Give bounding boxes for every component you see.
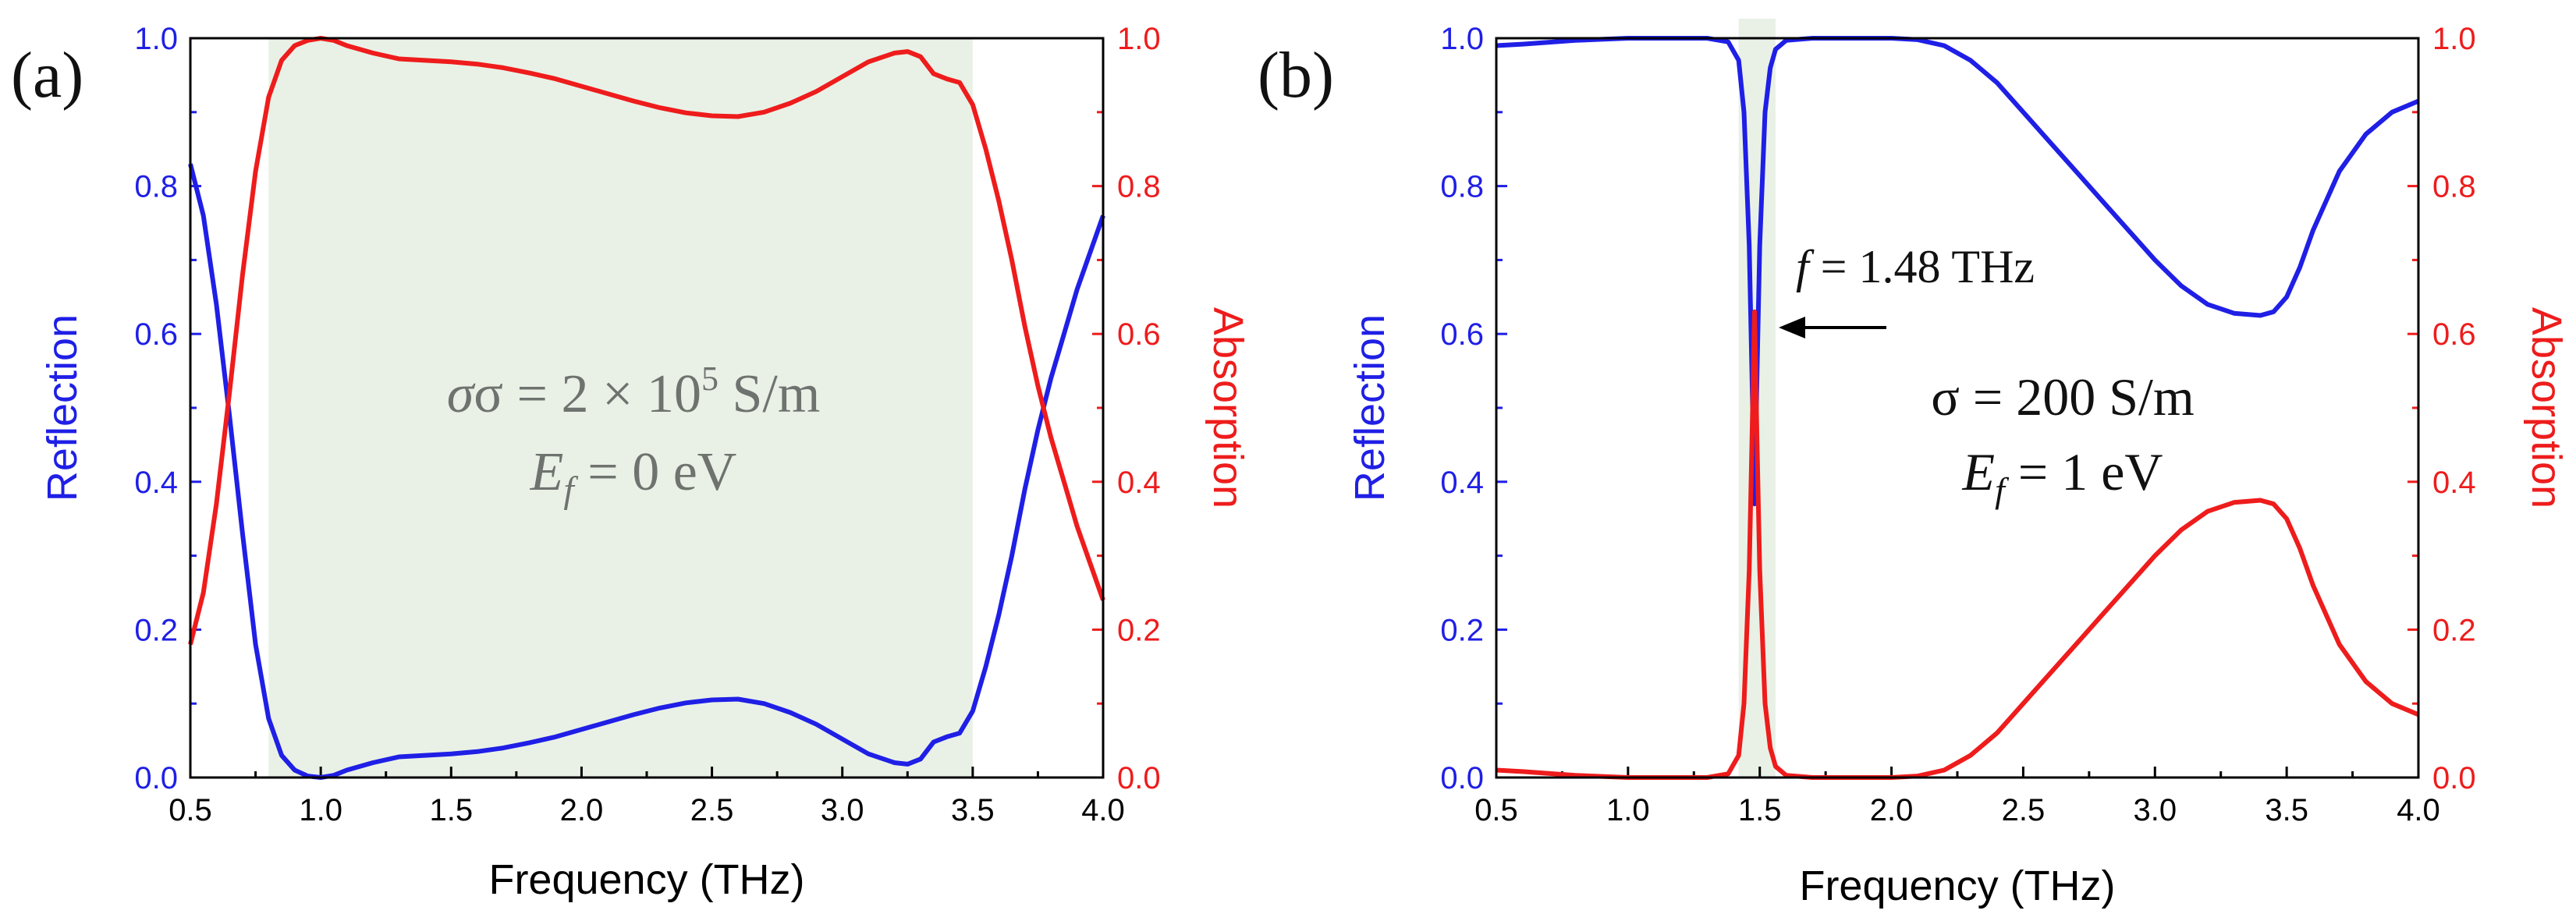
b-left-tick-labels: 0.0 0.2 0.4 0.6 0.8 1.0 bbox=[1440, 22, 1484, 795]
a-plot-frame bbox=[189, 37, 1105, 779]
a-ef-letter: E bbox=[530, 442, 564, 502]
a-lines bbox=[188, 36, 1105, 780]
b-x-tick-label: 1.5 bbox=[1738, 793, 1782, 827]
a-x-tick-label: 1.0 bbox=[299, 793, 342, 827]
a-right-tick-label: 0.4 bbox=[1117, 466, 1161, 500]
a-right-axis-title: Absorption bbox=[1205, 307, 1251, 508]
a-ef-annotation: Ef = 0 eV bbox=[530, 442, 737, 511]
b-left-tick-label: 0.6 bbox=[1440, 317, 1484, 352]
a-ef-value: = 0 eV bbox=[574, 442, 737, 502]
a-x-axis-title: Frequency (THz) bbox=[488, 856, 804, 903]
a-left-tick-labels: 0.0 0.2 0.4 0.6 0.8 1.0 bbox=[134, 22, 178, 795]
a-x-tick-labels: 0.5 1.0 1.5 2.0 2.5 3.0 3.5 4.0 bbox=[169, 793, 1125, 827]
b-left-axis-title: Reflection bbox=[1347, 314, 1393, 501]
b-ef-value: = 1 eV bbox=[2005, 442, 2163, 501]
a-right-tick-label: 0.2 bbox=[1117, 613, 1161, 647]
panel-b: (b) 0.0 0.2 0.4 0.6 0.8 1.0 0.0 0.2 0.4 … bbox=[1258, 19, 2570, 909]
a-x-tick-label: 3.5 bbox=[951, 793, 995, 827]
a-left-tick-label: 0.2 bbox=[134, 613, 178, 647]
a-sigma-exponent: 5 bbox=[701, 360, 719, 398]
a-left-tick-label: 0.8 bbox=[134, 170, 178, 204]
b-right-tick-label: 0.4 bbox=[2432, 466, 2476, 500]
b-ef-annotation: Ef = 1 eV bbox=[1962, 442, 2163, 510]
b-left-tick-label: 0.0 bbox=[1440, 761, 1484, 795]
a-x-tick-label: 3.0 bbox=[821, 793, 864, 827]
a-absorption-line bbox=[188, 36, 1105, 646]
panel-a: (a) 0.0 0.2 0.4 0.6 0.8 1.0 0.0 0.2 0.4 … bbox=[11, 22, 1251, 903]
a-shaded-band bbox=[268, 38, 973, 778]
b-right-tick-labels: 0.0 0.2 0.4 0.6 0.8 1.0 bbox=[2432, 22, 2476, 795]
b-left-tick-label: 0.8 bbox=[1440, 170, 1484, 204]
b-x-tick-label: 2.0 bbox=[1870, 793, 1914, 827]
b-sigma-annotation: σ = 200 S/m bbox=[1931, 367, 2195, 427]
a-right-tick-label: 0.6 bbox=[1117, 317, 1161, 352]
b-plot-frame bbox=[1495, 37, 2420, 779]
b-ef-letter: E bbox=[1962, 442, 1996, 501]
a-x-tick-label: 2.0 bbox=[560, 793, 604, 827]
b-left-tick-label: 0.4 bbox=[1440, 466, 1484, 500]
b-reflection-line bbox=[1496, 36, 2420, 507]
b-x-tick-label: 0.5 bbox=[1474, 793, 1518, 827]
a-sigma-text: σ = 2 × 10 bbox=[474, 364, 701, 424]
b-left-tick-label: 0.2 bbox=[1440, 613, 1484, 647]
b-lines bbox=[1496, 36, 2420, 780]
a-left-axis-title: Reflection bbox=[39, 314, 86, 501]
arrow-icon bbox=[1779, 317, 1886, 338]
b-x-tick-label: 4.0 bbox=[2397, 793, 2440, 827]
panel-a-label: (a) bbox=[11, 39, 83, 112]
a-left-tick-label: 0.6 bbox=[134, 317, 178, 352]
b-x-tick-label: 3.5 bbox=[2265, 793, 2308, 827]
panel-b-label: (b) bbox=[1258, 39, 1334, 112]
b-frequency-value: = 1.48 THz bbox=[1809, 241, 2035, 292]
a-x-tick-label: 0.5 bbox=[169, 793, 212, 827]
a-right-tick-label: 0.0 bbox=[1117, 761, 1161, 795]
a-left-tick-label: 1.0 bbox=[134, 22, 178, 56]
a-left-tick-label: 0.0 bbox=[134, 761, 178, 795]
b-absorption-line bbox=[1496, 309, 2420, 780]
b-right-tick-label: 0.0 bbox=[2432, 761, 2476, 795]
b-frequency-annotation: f = 1.48 THz bbox=[1796, 241, 2035, 292]
b-x-axis-title: Frequency (THz) bbox=[1799, 863, 2115, 909]
b-x-tick-label: 3.0 bbox=[2133, 793, 2177, 827]
a-right-tick-labels: 0.0 0.2 0.4 0.6 0.8 1.0 bbox=[1117, 22, 1161, 795]
a-sigma-unit: S/m bbox=[719, 364, 820, 424]
b-right-tick-label: 0.8 bbox=[2432, 170, 2476, 204]
b-sigma-text: σ = 200 S/m bbox=[1931, 367, 2195, 427]
b-right-tick-label: 0.2 bbox=[2432, 613, 2476, 647]
b-x-tick-label: 1.0 bbox=[1606, 793, 1650, 827]
a-x-tick-label: 2.5 bbox=[690, 793, 734, 827]
b-left-tick-label: 1.0 bbox=[1440, 22, 1484, 56]
a-sigma-annotation: σσ = 2 × 105 S/m bbox=[447, 360, 821, 424]
a-right-tick-label: 1.0 bbox=[1117, 22, 1161, 56]
b-right-axis-title: Absorption bbox=[2523, 307, 2570, 508]
b-x-tick-labels: 0.5 1.0 1.5 2.0 2.5 3.0 3.5 4.0 bbox=[1474, 793, 2440, 827]
a-right-tick-label: 0.8 bbox=[1117, 170, 1161, 204]
a-x-tick-label: 1.5 bbox=[429, 793, 473, 827]
a-x-tick-label: 4.0 bbox=[1081, 793, 1125, 827]
a-left-tick-label: 0.4 bbox=[134, 466, 178, 500]
b-right-tick-label: 0.6 bbox=[2432, 317, 2476, 352]
b-right-tick-label: 1.0 bbox=[2432, 22, 2476, 56]
b-x-tick-label: 2.5 bbox=[2002, 793, 2046, 827]
a-reflection-line bbox=[188, 163, 1105, 780]
